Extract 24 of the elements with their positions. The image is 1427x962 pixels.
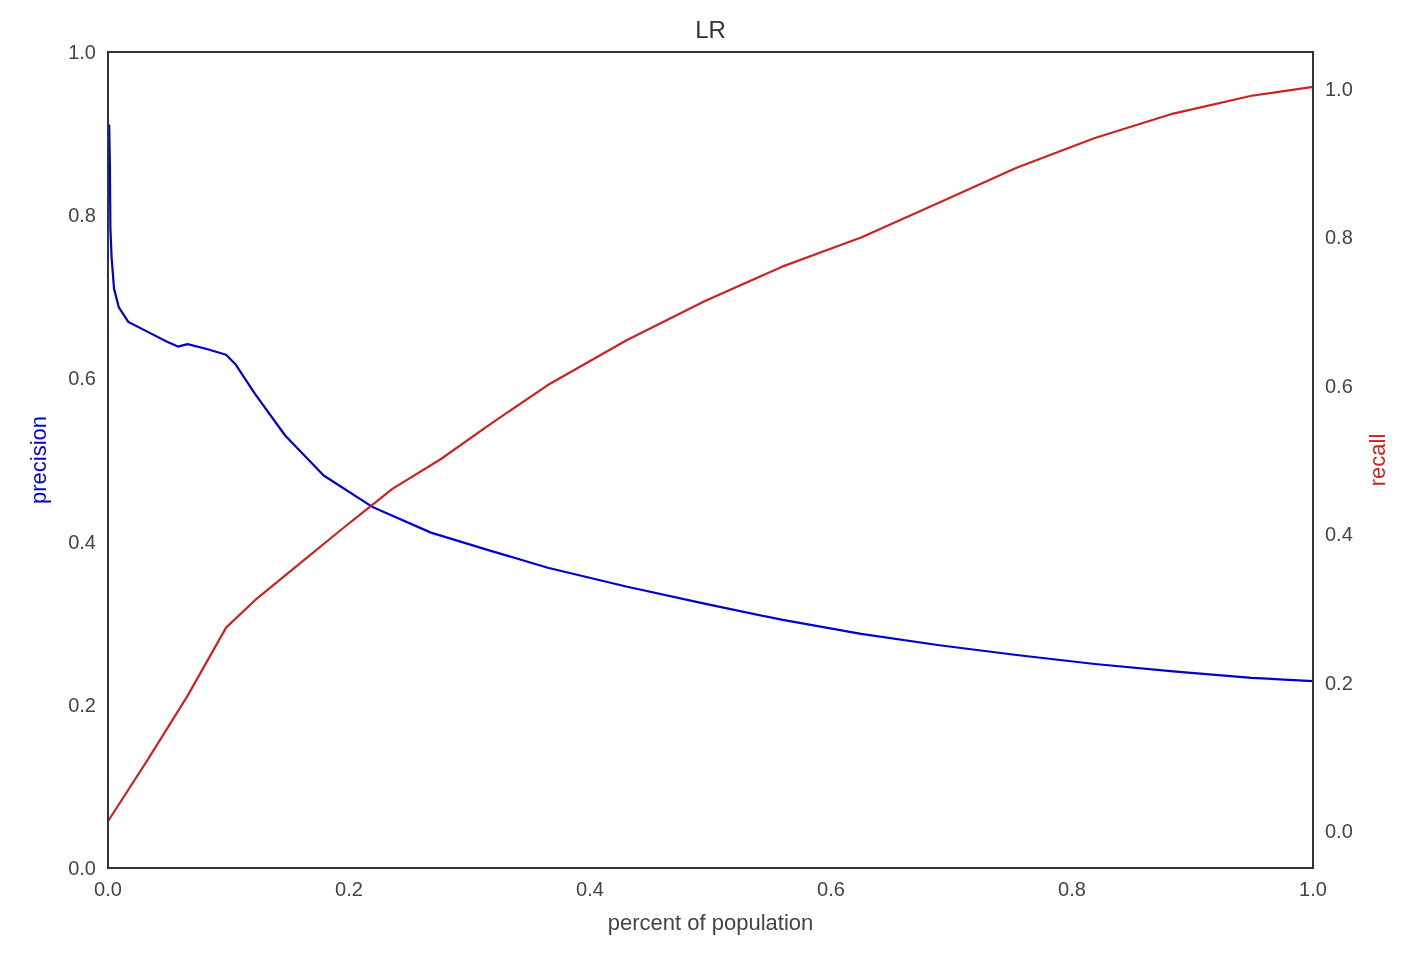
y-tick-label: 0.0: [68, 857, 96, 879]
y2-tick-label: 1.0: [1325, 78, 1353, 101]
x-tick-label: 0.0: [94, 878, 122, 900]
x-axis-title: percent of population: [607, 910, 814, 935]
y2-tick-label: 0.2: [1325, 671, 1353, 694]
y-tick-label: 0.2: [68, 693, 96, 716]
y-tick-label: 0.8: [68, 204, 96, 227]
y-tick-label: 0.6: [68, 367, 96, 390]
chart-title: LR: [695, 16, 726, 43]
x-tick-label: 1.0: [1299, 878, 1327, 900]
y-tick-label: 0.4: [68, 530, 96, 553]
x-tick-label: 0.2: [335, 878, 363, 900]
y2-axis-title: recall: [1365, 433, 1390, 487]
line-series: [108, 124, 1315, 683]
x-tick-label: 0.6: [817, 878, 845, 900]
y-tick-label: 1.0: [68, 41, 96, 63]
y-axis-title: precision: [26, 415, 51, 505]
y2-tick-label: 0.8: [1325, 226, 1353, 249]
x-tick-label: 0.4: [576, 878, 604, 900]
line-series: [106, 85, 1315, 823]
y2-tick-label: 0.4: [1325, 523, 1353, 546]
y2-tick-label: 0.6: [1325, 374, 1353, 397]
y2-tick-label: 0.0: [1325, 819, 1353, 842]
x-tick-label: 0.8: [1058, 878, 1086, 900]
